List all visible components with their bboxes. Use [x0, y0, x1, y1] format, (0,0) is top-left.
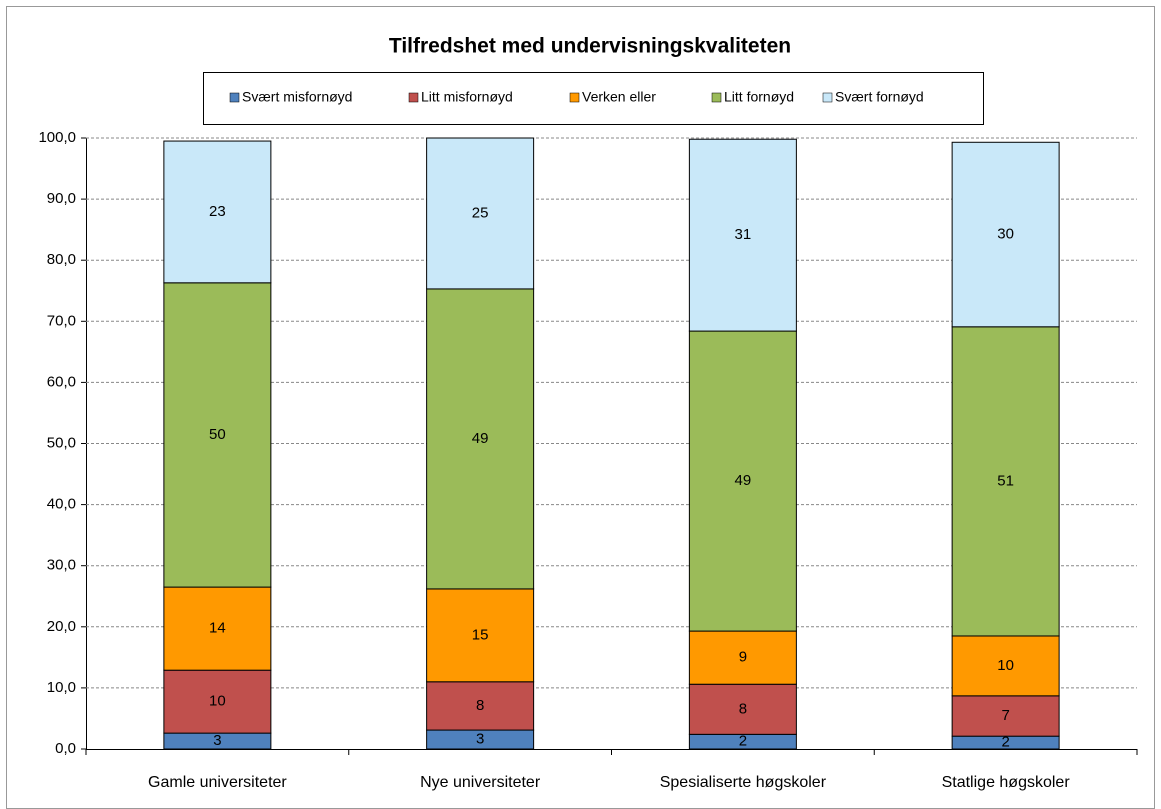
bar-segment: [163, 282, 272, 588]
bar-segment: [163, 140, 272, 284]
data-label: 15: [472, 626, 489, 643]
y-tick-label: 50,0: [47, 434, 76, 451]
bar-segment: [163, 669, 272, 734]
legend-label: Litt fornøyd: [724, 89, 794, 105]
data-label: 8: [739, 700, 747, 717]
y-tick-label: 20,0: [47, 618, 76, 635]
y-tick-label: 70,0: [47, 312, 76, 329]
bar-segment: [163, 586, 272, 671]
data-label: 10: [997, 657, 1014, 674]
chart-title: Tilfredshet med undervisningskvaliteten: [389, 35, 791, 58]
bar-segment: [951, 635, 1060, 697]
y-tick-label: 10,0: [47, 679, 76, 696]
data-label: 2: [1001, 734, 1009, 751]
data-label: 49: [735, 472, 752, 489]
bar-segment: [688, 630, 797, 685]
data-label: 14: [209, 620, 226, 637]
legend-swatch: [711, 92, 722, 103]
legend-label: Litt misfornøyd: [421, 89, 513, 105]
data-label: 51: [997, 472, 1014, 489]
data-label: 23: [209, 203, 226, 220]
x-tick-label: Nye universiteter: [420, 774, 541, 791]
data-label: 3: [476, 730, 484, 747]
legend-label: Svært fornøyd: [835, 89, 924, 105]
y-tick-label: 60,0: [47, 373, 76, 390]
data-label: 7: [1001, 707, 1009, 724]
legend-swatch: [822, 92, 833, 103]
bar-segment: [951, 695, 1060, 737]
bar-segment: [426, 681, 535, 731]
bar-segment: [951, 141, 1060, 328]
data-label: 8: [476, 697, 484, 714]
data-label: 31: [735, 226, 752, 243]
data-label: 10: [209, 693, 226, 710]
data-label: 30: [997, 226, 1014, 243]
x-tick-label: Spesialiserte høgskoler: [660, 774, 827, 791]
legend-box: [203, 72, 984, 125]
data-label: 49: [472, 430, 489, 447]
y-tick-label: 100,0: [38, 129, 76, 146]
y-tick-label: 30,0: [47, 557, 76, 574]
data-label: 9: [739, 649, 747, 666]
legend-swatch: [569, 92, 580, 103]
bar-segment: [951, 326, 1060, 637]
x-tick-label: Statlige høgskoler: [942, 774, 1071, 791]
data-label: 25: [472, 204, 489, 221]
legend-label: Verken eller: [582, 89, 656, 105]
bar-segment: [426, 288, 535, 590]
legend-label: Svært misfornøyd: [242, 89, 352, 105]
y-tick-label: 90,0: [47, 190, 76, 207]
bar-segment: [688, 138, 797, 332]
data-label: 3: [213, 732, 221, 749]
data-label: 50: [209, 426, 226, 443]
legend-swatch: [229, 92, 240, 103]
y-tick-label: 80,0: [47, 251, 76, 268]
legend-swatch: [408, 92, 419, 103]
bar-segment: [426, 137, 535, 290]
x-tick-label: Gamle universiteter: [148, 774, 287, 791]
y-tick-label: 0,0: [55, 740, 76, 757]
y-tick-label: 40,0: [47, 496, 76, 513]
bar-segment: [688, 330, 797, 632]
data-label: 2: [739, 733, 747, 750]
